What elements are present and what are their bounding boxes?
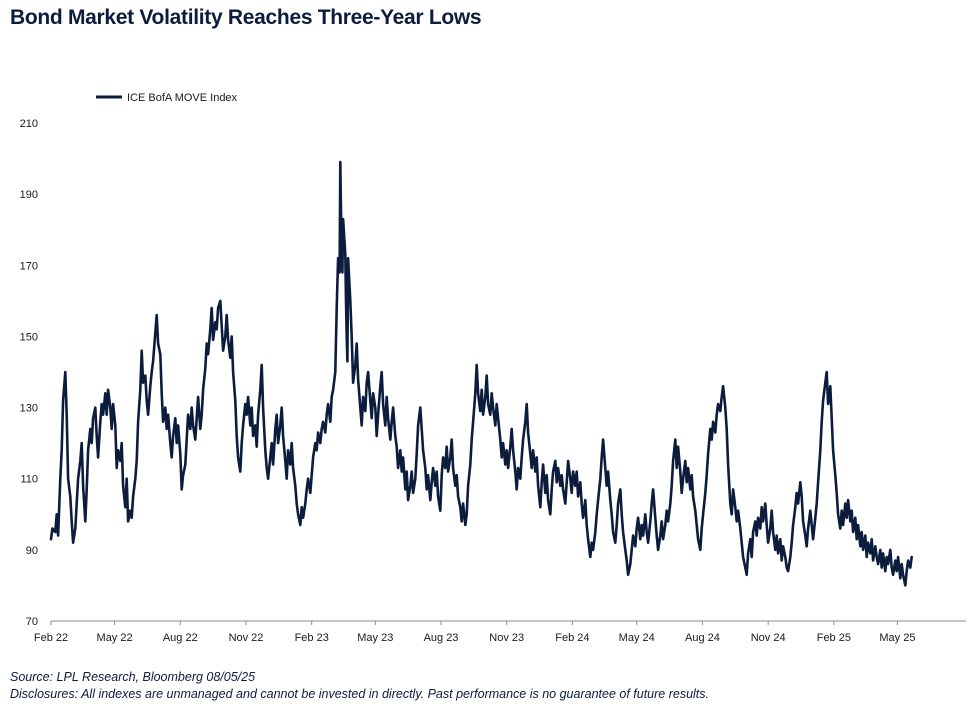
x-tick-label: Aug 22 — [163, 632, 198, 644]
y-tick-label: 70 — [26, 616, 38, 628]
x-tick-label: Feb 23 — [295, 632, 329, 644]
chart-title: Bond Market Volatility Reaches Three-Yea… — [10, 6, 482, 29]
x-tick-label: Feb 22 — [34, 632, 68, 644]
x-axis: Feb 22 May 22 Aug 22 Nov 22 Feb 23 May 23 Aug … — [34, 621, 915, 644]
x-tick-label: May 23 — [357, 632, 393, 644]
y-tick-label: 90 — [26, 545, 38, 557]
y-tick-label: 210 — [20, 118, 38, 130]
y-axis: 70 90 110 130 150 170 190 210 — [20, 118, 38, 628]
x-tick-label: Nov 23 — [489, 632, 524, 644]
y-tick-label: 190 — [20, 189, 38, 201]
legend-label: ICE BofA MOVE Index — [127, 92, 238, 104]
x-tick-label: Aug 24 — [685, 632, 720, 644]
x-tick-label: Aug 23 — [424, 632, 459, 644]
disclosure-note: Disclosures: All indexes are unmanaged a… — [10, 687, 709, 701]
legend: ICE BofA MOVE Index — [96, 92, 238, 104]
series-line-move-index — [49, 160, 913, 587]
y-tick-label: 150 — [20, 331, 38, 343]
y-tick-label: 110 — [20, 474, 38, 486]
x-tick-label: May 25 — [879, 632, 915, 644]
x-tick-label: Feb 25 — [817, 632, 851, 644]
y-tick-label: 130 — [20, 403, 38, 415]
source-note: Source: LPL Research, Bloomberg 08/05/25 — [10, 670, 256, 684]
x-tick-label: Nov 24 — [751, 632, 786, 644]
series-group — [49, 160, 913, 587]
x-tick-label: Feb 24 — [555, 632, 589, 644]
x-tick-label: May 24 — [619, 632, 655, 644]
x-tick-label: May 22 — [97, 632, 133, 644]
y-tick-label: 170 — [20, 260, 38, 272]
x-tick-label: Nov 22 — [229, 632, 264, 644]
